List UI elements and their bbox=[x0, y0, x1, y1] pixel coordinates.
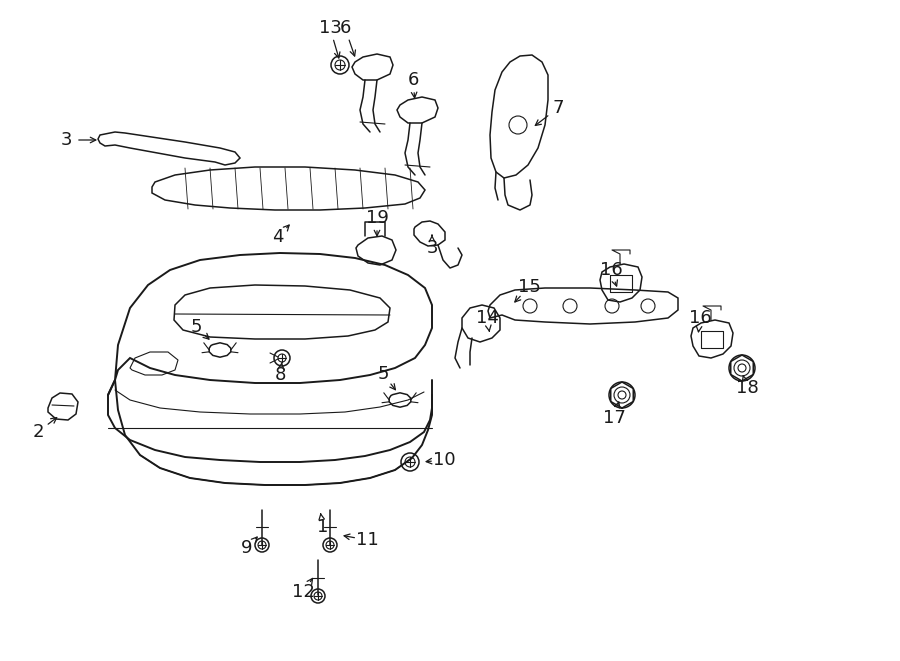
Circle shape bbox=[274, 350, 290, 366]
Text: 18: 18 bbox=[735, 379, 759, 397]
Text: 10: 10 bbox=[433, 451, 455, 469]
Text: 3: 3 bbox=[427, 239, 437, 257]
Text: 16: 16 bbox=[599, 261, 623, 279]
Text: 19: 19 bbox=[365, 209, 389, 227]
Text: 16: 16 bbox=[688, 309, 711, 327]
Text: 4: 4 bbox=[272, 228, 284, 246]
Text: 1: 1 bbox=[318, 518, 328, 536]
Text: 12: 12 bbox=[292, 583, 314, 601]
Circle shape bbox=[729, 355, 755, 381]
Text: 5: 5 bbox=[377, 365, 389, 383]
Text: 7: 7 bbox=[553, 99, 563, 117]
Text: 17: 17 bbox=[603, 409, 625, 427]
Text: 6: 6 bbox=[339, 19, 351, 37]
Text: 5: 5 bbox=[190, 318, 202, 336]
Text: 15: 15 bbox=[518, 278, 540, 296]
Text: 3: 3 bbox=[60, 131, 72, 149]
Circle shape bbox=[311, 589, 325, 603]
Text: 8: 8 bbox=[274, 366, 285, 384]
Text: 14: 14 bbox=[475, 309, 499, 327]
Text: 11: 11 bbox=[356, 531, 378, 549]
Circle shape bbox=[255, 538, 269, 552]
Text: 13: 13 bbox=[319, 19, 341, 37]
Circle shape bbox=[401, 453, 419, 471]
Circle shape bbox=[609, 382, 635, 408]
Text: 2: 2 bbox=[32, 423, 44, 441]
Circle shape bbox=[323, 538, 337, 552]
Text: 9: 9 bbox=[241, 539, 253, 557]
Circle shape bbox=[331, 56, 349, 74]
Text: 6: 6 bbox=[408, 71, 418, 89]
